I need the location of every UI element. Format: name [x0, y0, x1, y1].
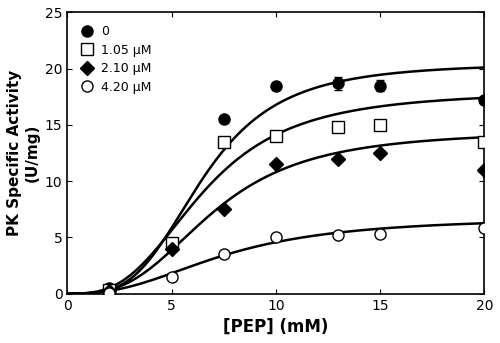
- Legend: 0, 1.05 μM, 2.10 μM, 4.20 μM: 0, 1.05 μM, 2.10 μM, 4.20 μM: [74, 19, 158, 100]
- X-axis label: [PEP] (mM): [PEP] (mM): [223, 318, 328, 336]
- Y-axis label: PK Specific Activity
(U/mg): PK Specific Activity (U/mg): [7, 70, 40, 236]
